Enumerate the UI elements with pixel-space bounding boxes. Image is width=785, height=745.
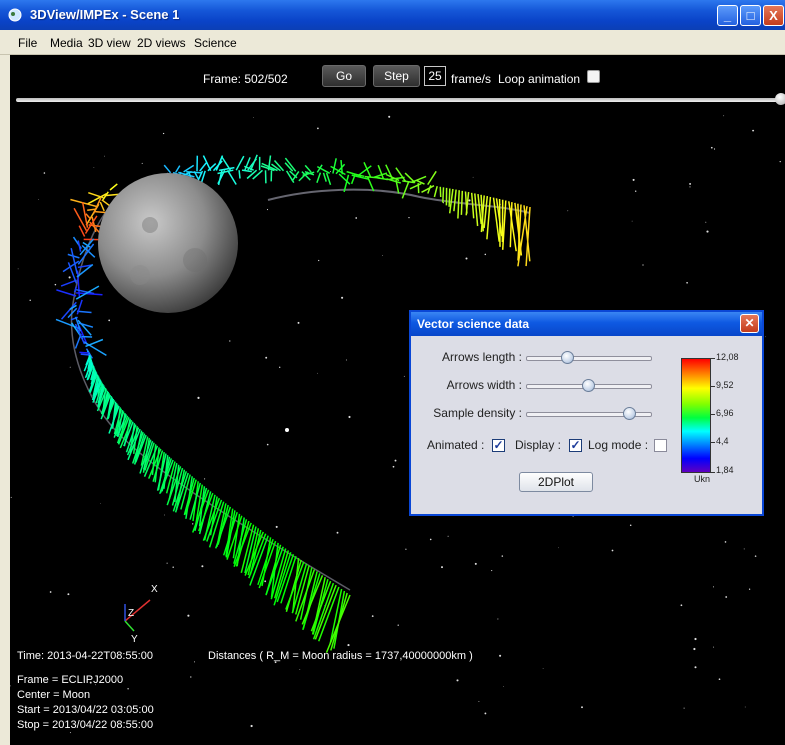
scene-canvas: X Z Y	[10, 115, 781, 734]
colorbar-tick: 1,84	[716, 465, 734, 475]
time-readout: Time: 2013-04-22T08:55:00	[17, 650, 153, 662]
menu-3d-view[interactable]: 3D view	[88, 36, 131, 50]
colorbar-tick: 4,4	[716, 436, 729, 446]
go-button[interactable]: Go	[322, 65, 366, 87]
dialog-close-icon[interactable]: ✕	[740, 314, 759, 333]
start-readout: Start = 2013/04/22 03:05:00	[17, 704, 154, 716]
frame-readout: Frame = ECLIPJ2000	[17, 674, 124, 686]
menu-2d-views[interactable]: 2D views	[137, 36, 186, 50]
colorbar-tick: 6,96	[716, 408, 734, 418]
vector-arrows	[55, 154, 531, 653]
colorbar-tick: 12,08	[716, 352, 739, 362]
display-checkbox[interactable]: ✓	[569, 438, 582, 452]
step-button[interactable]: Step	[373, 65, 420, 87]
close-icon[interactable]: X	[763, 5, 784, 26]
colorbar	[681, 358, 711, 473]
menu-media[interactable]: Media	[50, 36, 83, 50]
menu-bar: File Media 3D view 2D views Science	[0, 30, 785, 55]
log-mode-label: Log mode :	[588, 438, 649, 452]
sample-density-label: Sample density :	[433, 406, 522, 420]
title-bar: 3DView/IMPEx - Scene 1 _ □ X	[0, 0, 785, 30]
display-label: Display :	[515, 438, 562, 452]
center-readout: Center = Moon	[17, 689, 91, 701]
arrows-width-slider[interactable]	[582, 379, 595, 392]
axis-z-label: Z	[128, 608, 134, 619]
frame-slider-track[interactable]	[16, 98, 781, 102]
axis-x-label: X	[151, 584, 158, 595]
window-left-edge	[0, 55, 10, 745]
minimize-icon[interactable]: _	[717, 5, 738, 26]
maximize-icon[interactable]: □	[740, 5, 761, 26]
dialog-title: Vector science data	[417, 317, 530, 331]
axis-y-label: Y	[131, 634, 138, 645]
sample-density-track[interactable]	[526, 412, 652, 417]
axes-gizmo: X Z Y	[124, 584, 158, 645]
arrows-length-track[interactable]	[526, 356, 652, 361]
animated-label: Animated :	[427, 438, 485, 452]
loop-animation-checkbox[interactable]	[587, 70, 600, 83]
sample-density-slider[interactable]	[622, 407, 636, 420]
vector-science-dialog: Vector science data ✕ Arrows length : Ar…	[409, 310, 764, 516]
window-title: 3DView/IMPEx - Scene 1	[30, 7, 180, 22]
arrows-length-label: Arrows length :	[441, 350, 522, 364]
arrows-width-label: Arrows width :	[446, 378, 522, 392]
stop-readout: Stop = 2013/04/22 08:55:00	[17, 719, 154, 731]
log-mode-checkbox[interactable]	[654, 439, 667, 452]
colorbar-unit: Ukn	[694, 474, 711, 484]
loop-animation-label: Loop animation	[498, 72, 581, 86]
arrows-length-slider[interactable]	[560, 351, 574, 364]
frame-counter: Frame: 502/502	[203, 72, 288, 86]
frame-slider-thumb[interactable]	[775, 93, 785, 105]
dialog-title-bar[interactable]: Vector science data ✕	[411, 312, 762, 336]
fps-unit-label: frame/s	[451, 72, 492, 86]
fps-input[interactable]: 25	[424, 66, 446, 86]
dialog-body: Arrows length : Arrows width : Sample de…	[411, 336, 762, 514]
colorbar-tick: 9,52	[716, 380, 734, 390]
menu-file[interactable]: File	[18, 36, 38, 50]
menu-science[interactable]: Science	[194, 36, 237, 50]
app-icon	[8, 8, 22, 22]
animated-checkbox[interactable]: ✓	[492, 438, 505, 452]
2dplot-button[interactable]: 2DPlot	[519, 472, 593, 492]
distances-readout: Distances ( R_M = Moon radius = 1737,400…	[208, 650, 473, 662]
moon-sphere	[98, 173, 238, 313]
